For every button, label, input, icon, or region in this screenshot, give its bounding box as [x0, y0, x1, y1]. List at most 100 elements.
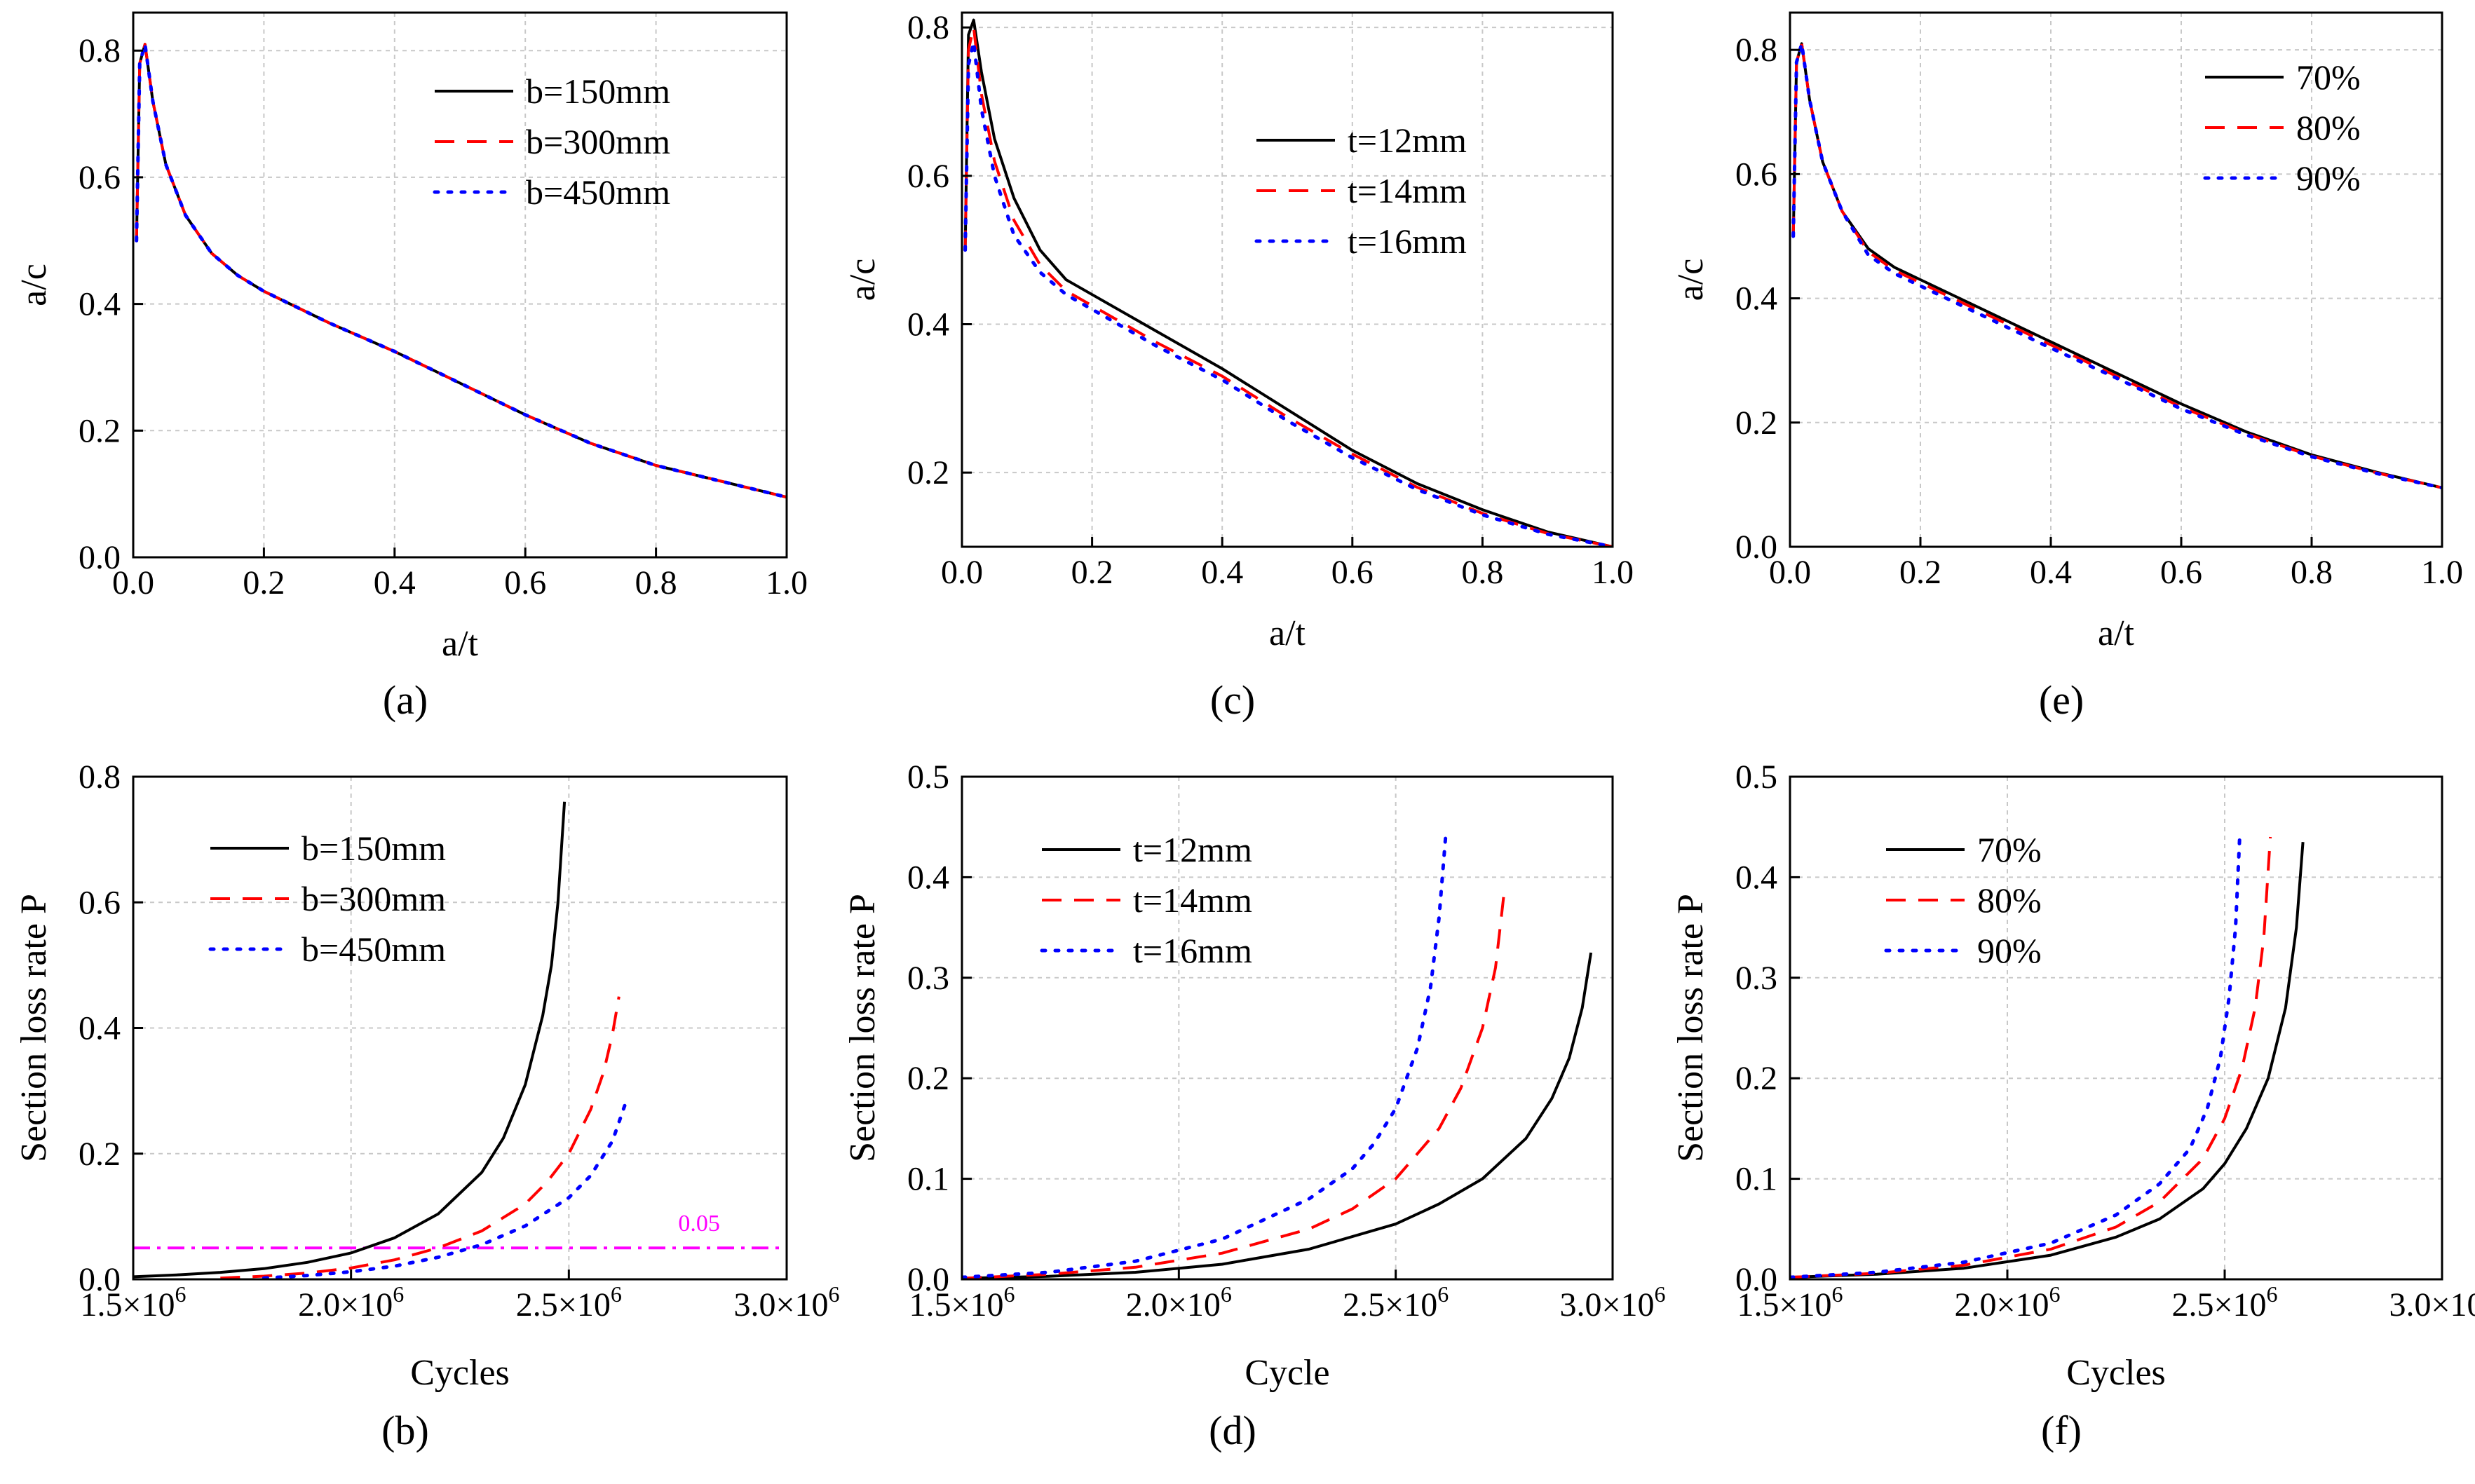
- x-tick-label: 0.8: [2291, 554, 2333, 591]
- x-tick-label: 1.0: [766, 564, 808, 601]
- x-axis-label: a/t: [1269, 613, 1306, 653]
- y-axis-label: a/c: [843, 259, 883, 301]
- plot-frame: [1789, 775, 2443, 1281]
- y-tick-label: 0.0: [1735, 1261, 1777, 1298]
- plot-frame: [132, 11, 788, 559]
- x-tick-exponent: 6: [1655, 1281, 1666, 1307]
- x-tick-label: 0.0: [112, 564, 154, 601]
- series-line-t14mm: [963, 26, 1613, 547]
- y-axis-label: Section loss rate P: [1671, 894, 1711, 1162]
- legend-label: t=12mm: [1348, 121, 1467, 160]
- y-tick-label: 0.0: [79, 1261, 121, 1298]
- series-line-t16mm: [963, 40, 1613, 547]
- legend: b=150mm b=300mm b=450mm: [208, 829, 446, 969]
- x-tick-exponent: 6: [1221, 1281, 1232, 1307]
- series-line-b150mm: [135, 43, 787, 499]
- series-line-90: [1791, 41, 2442, 490]
- y-tick-label: 0.0: [907, 1261, 949, 1298]
- y-axis-label: Section loss rate P: [14, 894, 54, 1162]
- x-tick-label: 1.5×106: [909, 1281, 1015, 1323]
- legend: b=150mm b=300mm b=450mm: [433, 72, 670, 212]
- legend-label: 80%: [1977, 880, 2042, 920]
- legend-label: b=450mm: [301, 930, 446, 969]
- x-tick-exponent: 6: [175, 1281, 187, 1307]
- x-tick-exponent: 6: [1832, 1281, 1843, 1307]
- x-tick-label: 0.4: [2030, 554, 2072, 591]
- x-tick-label: 0.2: [1899, 554, 1941, 591]
- y-tick-label: 0.4: [1735, 280, 1777, 318]
- x-tick-label: 0.6: [2160, 554, 2202, 591]
- plot-frame: [1789, 11, 2443, 548]
- x-axis-label: Cycle: [1245, 1353, 1329, 1393]
- panel-label-b: (b): [381, 1408, 429, 1453]
- series-line-b450mm: [135, 42, 787, 499]
- legend-label: t=14mm: [1133, 880, 1252, 920]
- y-tick-label: 0.6: [907, 158, 949, 195]
- x-tick-label: 2.5×106: [516, 1281, 622, 1323]
- y-tick-label: 0.0: [79, 539, 121, 576]
- series-line-90: [1790, 830, 2242, 1279]
- y-axis-label: a/c: [14, 264, 54, 306]
- y-tick-label: 0.5: [1735, 758, 1777, 796]
- x-tick-label: 0.0: [1769, 554, 1811, 591]
- x-tick-exponent: 6: [2267, 1281, 2278, 1307]
- series-line-b300mm: [220, 996, 621, 1279]
- legend-label: b=150mm: [526, 72, 670, 111]
- y-tick-label: 0.3: [907, 960, 949, 997]
- x-tick-label: 2.0×106: [298, 1281, 404, 1323]
- y-tick-label: 0.8: [79, 32, 121, 69]
- panel-f: 1.5×106 2.0×106 2.5×106 3.0×106 0.0 0.1 0.2 0.3…: [1671, 758, 2475, 1393]
- legend-label: b=150mm: [301, 829, 446, 868]
- x-tick-label: 1.5×106: [80, 1281, 186, 1323]
- legend-label: t=16mm: [1348, 222, 1467, 261]
- plot-frame: [961, 11, 1614, 548]
- x-tick-label: 0.2: [243, 564, 285, 601]
- legend-label: 80%: [2296, 108, 2361, 147]
- series-line-70: [1790, 842, 2305, 1279]
- legend: t=12mm t=14mm t=16mm: [1254, 121, 1467, 261]
- y-tick-label: 0.4: [79, 1010, 121, 1047]
- x-tick-label: 2.0×106: [1954, 1281, 2060, 1323]
- y-tick-label: 0.1: [907, 1161, 949, 1198]
- panel-label-c: (c): [1210, 677, 1255, 723]
- x-tick-label: 0.2: [1071, 554, 1113, 591]
- panel-label-d: (d): [1209, 1408, 1256, 1453]
- x-tick-exponent: 6: [1437, 1281, 1449, 1307]
- y-tick-label: 0.2: [79, 412, 121, 449]
- x-tick-label: 1.0: [2421, 554, 2463, 591]
- x-axis-label: a/t: [442, 624, 479, 664]
- y-axis-label: a/c: [1671, 259, 1711, 301]
- legend-label: 90%: [2296, 158, 2361, 198]
- x-tick-label: 0.8: [635, 564, 677, 601]
- x-tick-label: 0.4: [374, 564, 416, 601]
- panel-c: 0.0 0.2 0.4 0.6 0.8 1.0 0.2 0.4 0.6 0.8 a/t a/c t=12…: [843, 9, 1634, 653]
- x-tick-label: 2.5×106: [1343, 1281, 1449, 1323]
- series-line-t12mm: [963, 18, 1613, 547]
- y-tick-label: 0.6: [79, 884, 121, 921]
- y-tick-label: 0.4: [907, 306, 949, 343]
- x-axis-label: Cycles: [410, 1353, 510, 1393]
- y-tick-label: 0.2: [907, 1060, 949, 1097]
- panel-b: 0.05 1.5×106 2.0×106 2.5×106 3.0×106 0.0 0.2 0.…: [14, 758, 840, 1393]
- x-tick-label: 1.5×106: [1737, 1281, 1843, 1323]
- y-tick-label: 0.2: [1735, 1060, 1777, 1097]
- plot-frame: [961, 775, 1614, 1281]
- series-line-t16mm: [962, 835, 1448, 1279]
- legend: t=12mm t=14mm t=16mm: [1040, 830, 1252, 970]
- series-line-t12mm: [962, 952, 1593, 1279]
- x-tick-label: 3.0×106: [733, 1281, 839, 1323]
- x-axis-label: Cycles: [2066, 1353, 2166, 1393]
- legend-label: t=14mm: [1348, 171, 1467, 210]
- x-tick-label: 0.6: [504, 564, 546, 601]
- panel-label-f: (f): [2041, 1408, 2082, 1453]
- x-tick-exponent: 6: [1004, 1281, 1015, 1307]
- x-tick-exponent: 6: [611, 1281, 622, 1307]
- x-tick-exponent: 6: [393, 1281, 404, 1307]
- y-tick-label: 0.8: [1735, 32, 1777, 69]
- x-axis-label: a/t: [2098, 613, 2135, 653]
- y-tick-label: 0.4: [907, 859, 949, 896]
- x-tick-label: 0.8: [1461, 554, 1503, 591]
- x-tick-label: 1.0: [1592, 554, 1634, 591]
- series-line-b150mm: [133, 801, 567, 1279]
